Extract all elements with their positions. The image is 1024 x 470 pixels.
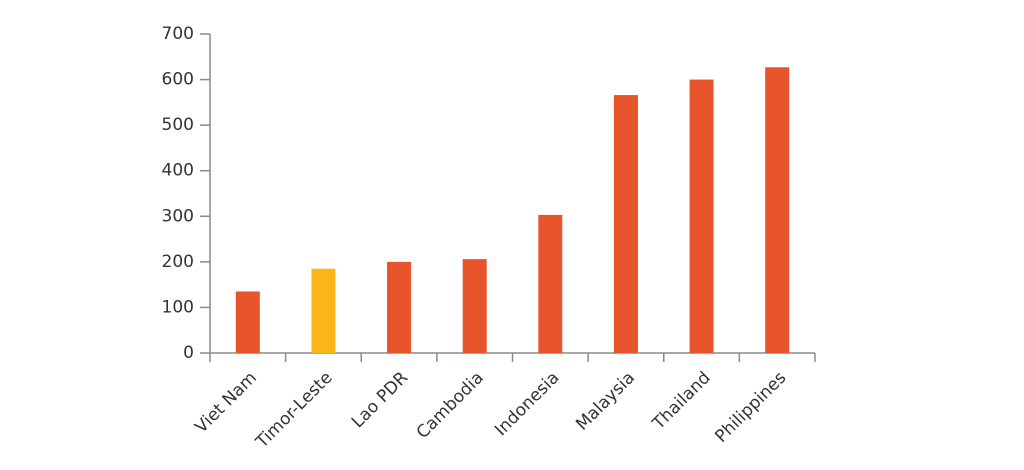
- x-tick-label: Lao PDR: [348, 368, 412, 432]
- y-tick-label: 200: [162, 252, 194, 272]
- y-tick-label: 700: [162, 24, 194, 44]
- y-tick-label: 0: [183, 343, 194, 363]
- y-tick-label: 500: [162, 115, 194, 135]
- bar: [311, 268, 336, 353]
- y-tick-label: 600: [162, 70, 194, 90]
- x-tick-label: Cambodia: [413, 368, 488, 443]
- bar: [689, 79, 714, 354]
- bar: [538, 214, 563, 353]
- y-tick-label: 400: [162, 161, 194, 181]
- x-tick-label: Timor-Leste: [252, 368, 337, 453]
- bar: [613, 95, 638, 354]
- x-tick-label: Viet Nam: [191, 368, 260, 437]
- x-tick-label: Philippines: [711, 368, 790, 447]
- y-tick-label: 100: [162, 297, 194, 317]
- x-tick-label: Thailand: [648, 368, 714, 434]
- x-tick-label: Indonesia: [491, 368, 563, 440]
- bar: [462, 259, 487, 353]
- x-tick-label: Malaysia: [572, 368, 639, 435]
- y-tick-label: 300: [162, 206, 194, 226]
- bar: [765, 67, 790, 353]
- bar: [235, 291, 260, 353]
- bar: [387, 261, 412, 353]
